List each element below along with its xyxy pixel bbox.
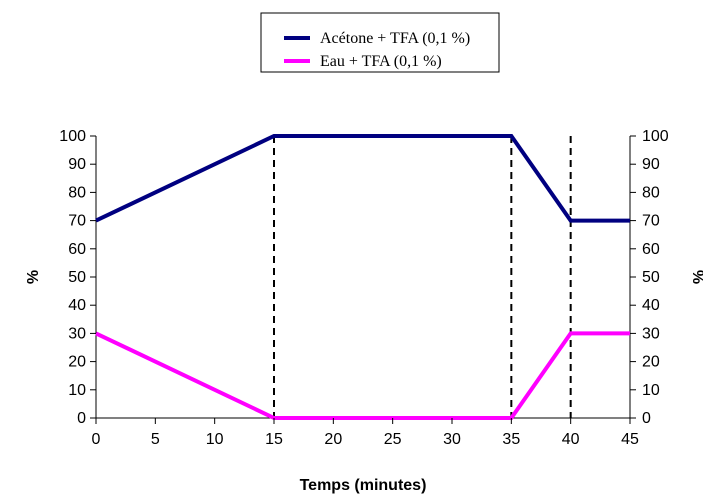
y-tick-label-left: 100 bbox=[59, 128, 86, 145]
y-tick-label-left: 10 bbox=[68, 382, 86, 399]
y-tick-label-right: 100 bbox=[642, 128, 669, 145]
y-tick-label-right: 0 bbox=[642, 410, 651, 427]
y-tick-label-right: 80 bbox=[642, 184, 660, 201]
y-tick-label-right: 50 bbox=[642, 269, 660, 286]
y-ticks-left: 0 10 20 30 40 50 60 70 80 90 100 bbox=[59, 128, 96, 427]
legend: Acétone + TFA (0,1 %) Eau + TFA (0,1 %) bbox=[260, 12, 500, 73]
x-tick-label: 45 bbox=[621, 431, 639, 448]
y-tick-label-left: 0 bbox=[77, 410, 86, 427]
y-tick-label-left: 60 bbox=[68, 241, 86, 258]
series-line-acetone bbox=[95, 134, 630, 223]
x-tick-label: 15 bbox=[265, 431, 283, 448]
x-tick-label: 40 bbox=[562, 431, 580, 448]
x-tick-label: 10 bbox=[206, 431, 224, 448]
reference-lines bbox=[273, 136, 572, 418]
x-tick-label: 35 bbox=[502, 431, 520, 448]
y-axis-title-left: % bbox=[25, 270, 42, 284]
y-tick-label-right: 10 bbox=[642, 382, 660, 399]
y-tick-label-right: 60 bbox=[642, 241, 660, 258]
y-tick-label-right: 30 bbox=[642, 325, 660, 342]
series-layer bbox=[95, 134, 630, 420]
legend-label-acetone: Acétone + TFA (0,1 %) bbox=[320, 30, 470, 47]
y-ticks-right: 0 10 20 30 40 50 60 70 80 90 100 bbox=[630, 128, 669, 427]
x-tick-label: 0 bbox=[92, 431, 101, 448]
y-tick-label-left: 40 bbox=[68, 297, 86, 314]
y-tick-label-right: 70 bbox=[642, 213, 660, 230]
series-line-water bbox=[95, 331, 630, 420]
x-tick-label: 5 bbox=[151, 431, 160, 448]
y-tick-label-left: 30 bbox=[68, 325, 86, 342]
x-ticks: 0 5 10 15 20 25 30 35 40 45 bbox=[92, 418, 639, 448]
y-tick-label-left: 70 bbox=[68, 213, 86, 230]
y-tick-label-left: 20 bbox=[68, 354, 86, 371]
legend-label-water: Eau + TFA (0,1 %) bbox=[320, 53, 442, 70]
y-tick-label-right: 20 bbox=[642, 354, 660, 371]
y-tick-label-right: 40 bbox=[642, 297, 660, 314]
x-tick-label: 20 bbox=[324, 431, 342, 448]
x-tick-label: 30 bbox=[443, 431, 461, 448]
y-tick-label-left: 50 bbox=[68, 269, 86, 286]
y-tick-label-left: 80 bbox=[68, 184, 86, 201]
y-tick-label-left: 90 bbox=[68, 156, 86, 173]
x-tick-label: 25 bbox=[384, 431, 402, 448]
y-axis-title-right: % bbox=[691, 270, 703, 284]
y-tick-label-right: 90 bbox=[642, 156, 660, 173]
x-axis-title: Temps (minutes) bbox=[300, 477, 427, 494]
